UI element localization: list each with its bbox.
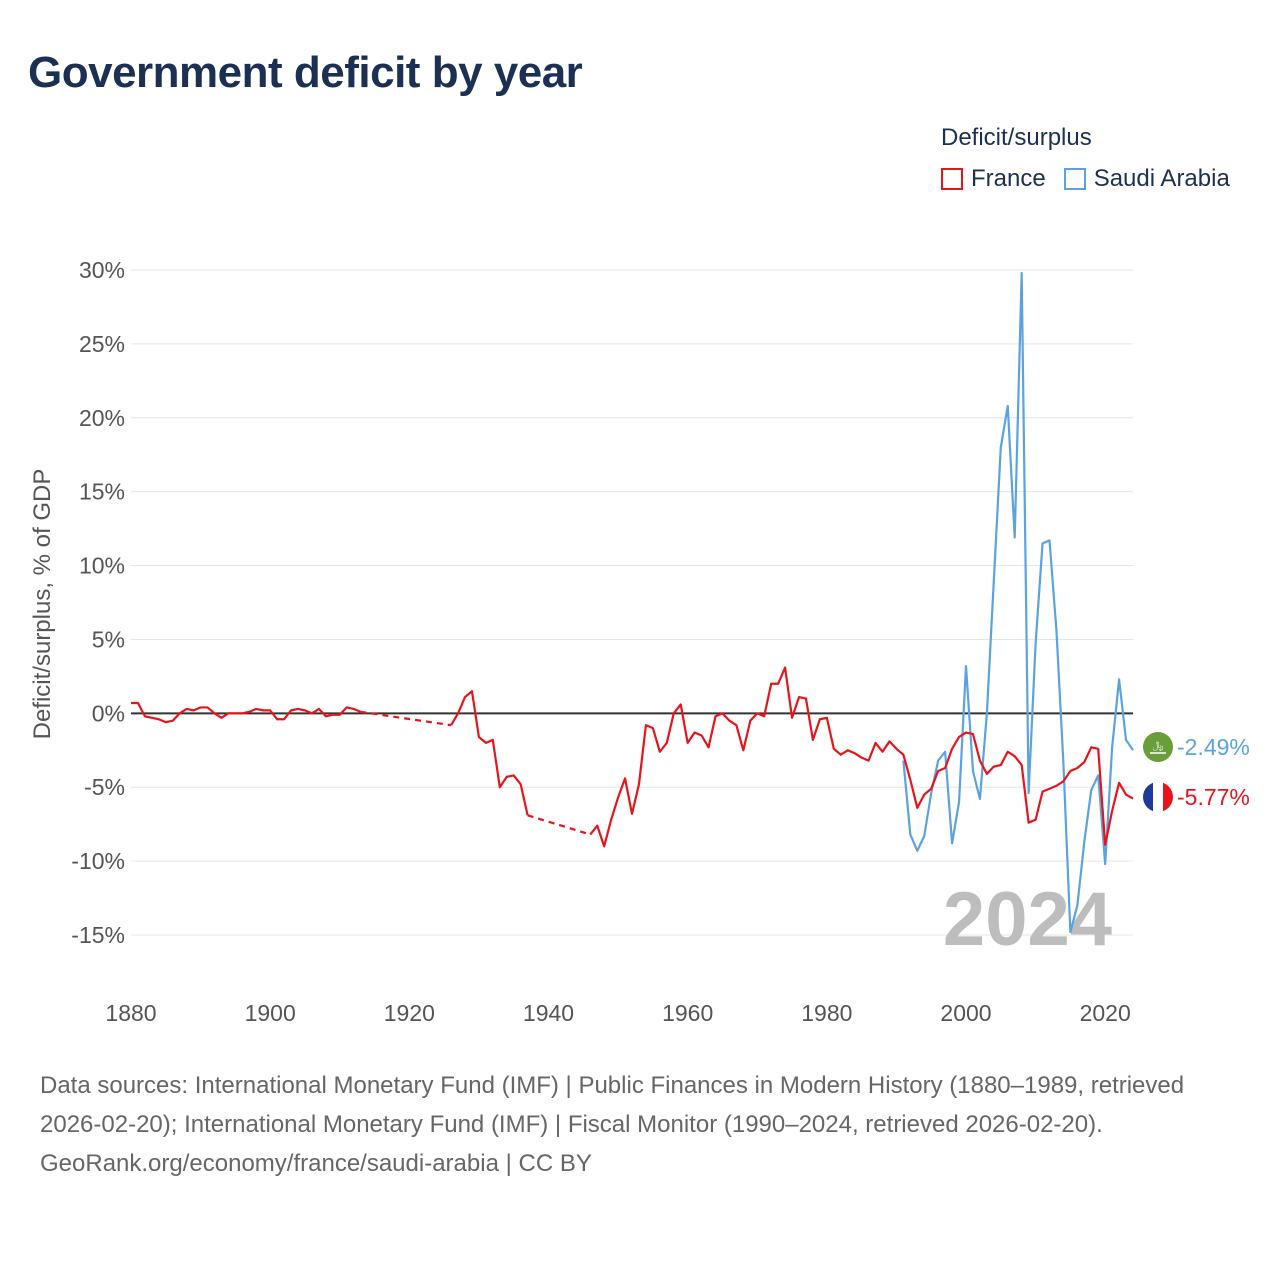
series-lines (131, 271, 1134, 934)
legend-swatch-france (941, 168, 963, 190)
y-tick-label: 10% (79, 553, 125, 579)
series-line-france[interactable] (131, 701, 362, 724)
legend-swatch-saudi-arabia (1063, 168, 1086, 190)
x-tick-label: 1880 (105, 1000, 156, 1026)
x-tick-label: 1960 (662, 1000, 713, 1026)
data-sources: Data sources: International Monetary Fun… (40, 1072, 1185, 1138)
y-tick-label: 0% (92, 700, 125, 726)
footer: Data sources: International Monetary Fun… (40, 1066, 1240, 1183)
y-tick-label: -10% (71, 848, 125, 874)
legend-label-saudi-arabia: Saudi Arabia (1093, 165, 1230, 192)
legend-item-france[interactable]: France (941, 165, 1046, 193)
france-flag-icon (1143, 782, 1173, 812)
y-tick-label: 25% (79, 331, 125, 357)
x-tick-labels: 1880 1900 1920 1940 1960 1980 2000 2020 (105, 1000, 1130, 1026)
chart-title: Government deficit by year (28, 48, 583, 97)
legend: France Saudi Arabia (941, 165, 1248, 193)
series-line-saudi-arabia[interactable] (902, 271, 1134, 934)
series-gap-france (360, 710, 452, 727)
x-tick-label: 1920 (384, 1000, 435, 1026)
series-line-france[interactable] (589, 666, 1134, 848)
credit-link[interactable]: GeoRank.org/economy/france/saudi-arabia … (40, 1150, 592, 1177)
y-tick-label: 30% (79, 257, 125, 283)
y-tick-labels: 30% 25% 20% 15% 10% 5% 0% -5% -10% -15% (71, 257, 125, 948)
svg-text:﷼: ﷼ (1152, 740, 1163, 751)
gridlines (131, 269, 1133, 936)
y-tick-label: 20% (79, 405, 125, 431)
x-tick-label: 2020 (1080, 1000, 1131, 1026)
end-label-france: -5.77% (1177, 784, 1250, 810)
y-axis-label: Deficit/surplus, % of GDP (29, 469, 56, 740)
legend-title: Deficit/surplus (941, 124, 1092, 151)
legend-item-saudi-arabia[interactable]: Saudi Arabia (1063, 165, 1230, 193)
x-tick-label: 2000 (940, 1000, 991, 1026)
saudi-arabia-flag-icon: ﷼ (1143, 732, 1173, 762)
x-tick-label: 1900 (245, 1000, 296, 1026)
legend-label-france: France (971, 165, 1046, 192)
y-tick-label: 15% (79, 479, 125, 505)
series-gap-france (527, 814, 591, 836)
y-tick-label: -5% (84, 774, 125, 800)
y-tick-label: -15% (71, 922, 125, 948)
end-label-saudi-arabia: -2.49% (1177, 734, 1250, 760)
x-tick-label: 1940 (523, 1000, 574, 1026)
y-tick-label: 5% (92, 626, 125, 652)
x-tick-label: 1980 (801, 1000, 852, 1026)
year-watermark: 2024 (943, 877, 1112, 962)
line-chart: 30%25%20%15%10%5%0%-5%-10%-15% 1880 1900 1… (29, 257, 1250, 1026)
series-line-france[interactable] (450, 690, 529, 816)
